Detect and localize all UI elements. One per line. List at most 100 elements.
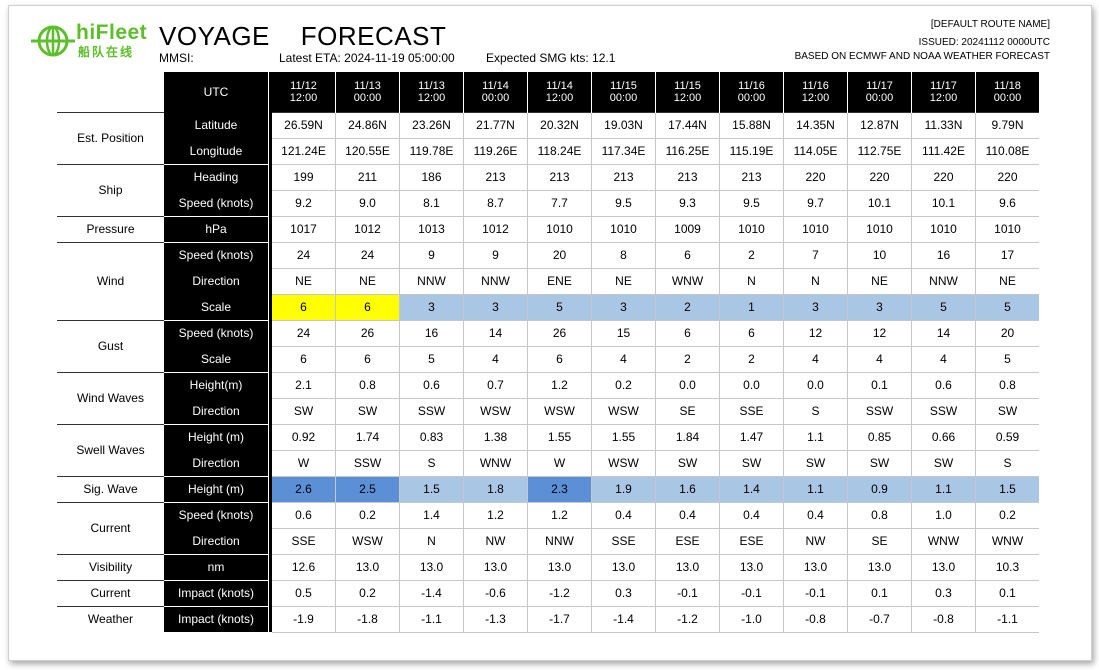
table-cell: N — [719, 268, 784, 295]
table-cell: 1010 — [719, 215, 784, 243]
table-cell: 3 — [463, 294, 528, 321]
table-row: Direction NE NE NNW NNW ENE NE WNW N N NE NNW NE — [57, 268, 1039, 295]
row-label: Speed (knots) — [164, 241, 269, 268]
table-cell: 2.1 — [272, 371, 336, 399]
table-cell: 121.24E — [272, 138, 336, 165]
table-cell: 117.34E — [591, 138, 656, 165]
table-row: Longitude 121.24E 120.55E 119.78E 119.26E 118… — [57, 138, 1039, 165]
table-cell: -0.1 — [783, 579, 848, 607]
column-gap — [268, 502, 272, 528]
table-cell: SSW — [335, 450, 400, 477]
header-spacer — [57, 72, 164, 112]
column-gap — [268, 190, 272, 216]
table-cell: 119.26E — [463, 138, 528, 165]
table-cell: 116.25E — [655, 138, 720, 165]
table-cell: 5 — [975, 294, 1039, 321]
table-cell: 0.7 — [463, 371, 528, 399]
table-cell: 26 — [527, 319, 592, 347]
table-cell: 0.4 — [591, 501, 656, 529]
table-cell: N — [783, 268, 848, 295]
table-cell: 4 — [783, 346, 848, 373]
table-cell: 1017 — [272, 215, 336, 243]
table-cell: 3 — [399, 294, 464, 321]
table-cell: 1 — [719, 294, 784, 321]
table-cell: -1.2 — [527, 579, 592, 607]
table-cell: 19.03N — [591, 111, 656, 139]
table-cell: 213 — [463, 163, 528, 191]
issued-time: ISSUED: 20241112 0000UTC — [918, 37, 1050, 48]
table-cell: 0.0 — [719, 371, 784, 399]
table-cell: 24.86N — [335, 111, 400, 139]
table-cell: 1.47 — [719, 423, 784, 451]
table-cell: 1010 — [527, 215, 592, 243]
table-cell: S — [783, 398, 848, 425]
table-cell: 1010 — [847, 215, 912, 243]
table-row: Speed (knots) 9.2 9.0 8.1 8.7 7.7 9.5 9.3 9.5 9.7… — [57, 190, 1039, 217]
table-cell: 0.4 — [719, 501, 784, 529]
table-cell: NE — [591, 268, 656, 295]
table-cell: NNW — [911, 268, 976, 295]
row-group-label: Current — [57, 501, 164, 554]
table-cell: 1.5 — [975, 475, 1039, 503]
table-cell: 0.2 — [591, 371, 656, 399]
table-cell: 115.19E — [719, 138, 784, 165]
time-header-row: UTC 11/12 12:00 11/13 00:00 11/13 12:00 11/14 00… — [57, 72, 1039, 112]
row-label: Scale — [164, 346, 269, 372]
table-cell: WNW — [911, 528, 976, 555]
row-label: Speed (knots) — [164, 501, 269, 528]
table-cell: 6 — [272, 346, 336, 373]
table-cell: NNW — [463, 268, 528, 295]
table-cell: 20 — [527, 241, 592, 269]
table-cell: 8.1 — [399, 190, 464, 217]
table-cell: WSW — [591, 398, 656, 425]
table-cell: -0.6 — [463, 579, 528, 607]
table-cell: 13.0 — [527, 553, 592, 581]
column-gap — [268, 242, 272, 268]
table-cell: 0.5 — [272, 579, 336, 607]
table-cell: 4 — [463, 346, 528, 373]
time-header: 11/16 12:00 — [783, 72, 848, 112]
table-cell: 13.0 — [335, 553, 400, 581]
table-cell: SSE — [719, 398, 784, 425]
table-cell: 0.8 — [975, 371, 1039, 399]
column-gap — [268, 528, 272, 554]
time-header: 11/18 00:00 — [975, 72, 1039, 112]
table-cell: S — [975, 450, 1039, 477]
row-group-label: Wind — [57, 241, 164, 320]
row-label: Longitude — [164, 138, 269, 164]
table-cell: 0.66 — [911, 423, 976, 451]
column-gap — [268, 606, 272, 632]
table-cell: -1.2 — [655, 605, 720, 633]
table-row: Sig. Wave Height (m) 2.6 2.5 1.5 1.8 2.3 1.9 1.6… — [57, 475, 1039, 503]
table-cell: 2 — [719, 241, 784, 269]
row-group-label: Pressure — [57, 215, 164, 242]
table-row: Est. Position Latitude 26.59N 24.86N 23.26N 2… — [57, 111, 1039, 164]
table-cell: 112.75E — [847, 138, 912, 165]
table-cell: 1.38 — [463, 423, 528, 451]
row-label: nm — [164, 553, 269, 580]
table-cell: 213 — [527, 163, 592, 191]
table-cell: 9 — [399, 241, 464, 269]
table-cell: 13.0 — [911, 553, 976, 581]
row-label: Height (m) — [164, 475, 269, 502]
table-cell: -1.9 — [272, 605, 336, 633]
row-label: Height(m) — [164, 371, 269, 398]
column-gap — [268, 138, 272, 164]
table-cell: 17.44N — [655, 111, 720, 139]
table-cell: 0.85 — [847, 423, 912, 451]
table-cell: 17 — [975, 241, 1039, 269]
table-cell: 111.42E — [911, 138, 976, 165]
table-cell: 1.9 — [591, 475, 656, 503]
table-cell: 1.4 — [719, 475, 784, 503]
table-row: Weather Impact (knots) -1.9 -1.8 -1.1 -1.3 -1.… — [57, 605, 1039, 633]
table-cell: 2 — [719, 346, 784, 373]
table-cell: N — [399, 528, 464, 555]
table-cell: W — [527, 450, 592, 477]
table-cell: 0.6 — [399, 371, 464, 399]
table-cell: 5 — [911, 294, 976, 321]
table-cell: 1009 — [655, 215, 720, 243]
table-cell: 9.5 — [591, 190, 656, 217]
table-cell: SSE — [272, 528, 336, 555]
table-cell: 1010 — [783, 215, 848, 243]
table-cell: 211 — [335, 163, 400, 191]
